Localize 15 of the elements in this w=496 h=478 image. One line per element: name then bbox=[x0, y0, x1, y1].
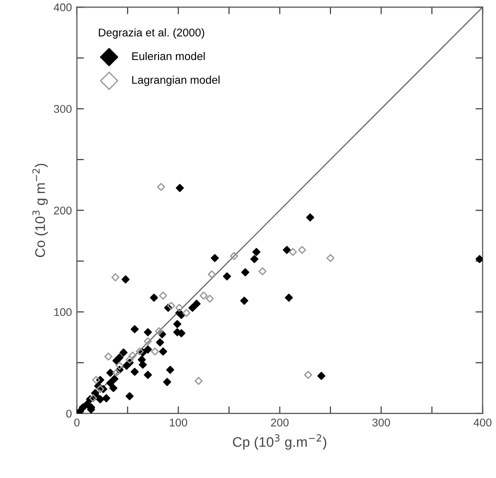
legend-label: Eulerian model bbox=[132, 52, 205, 60]
x-axis-title: Cp (10$^{3}$ g.m$^{−2}$) bbox=[232, 434, 326, 450]
legend-label: Lagrangian model bbox=[132, 76, 220, 86]
y-tick-label: 300 bbox=[54, 105, 72, 113]
y-axis-title: Co (10$^{3}$ g m$^{−2}$) bbox=[32, 164, 48, 258]
y-tick-label: 100 bbox=[54, 308, 72, 316]
x-tick-label: 0 bbox=[74, 418, 80, 426]
x-tick-label: 200 bbox=[271, 418, 289, 426]
y-tick-label: 0 bbox=[66, 410, 72, 418]
y-tick-label: 400 bbox=[54, 3, 72, 12]
x-tick-label: 400 bbox=[474, 418, 492, 426]
x-tick-label: 100 bbox=[170, 418, 188, 426]
legend-title: Degrazia et al. (2000) bbox=[98, 28, 204, 39]
y-tick-label: 200 bbox=[54, 206, 72, 214]
x-tick-label: 300 bbox=[372, 418, 390, 426]
